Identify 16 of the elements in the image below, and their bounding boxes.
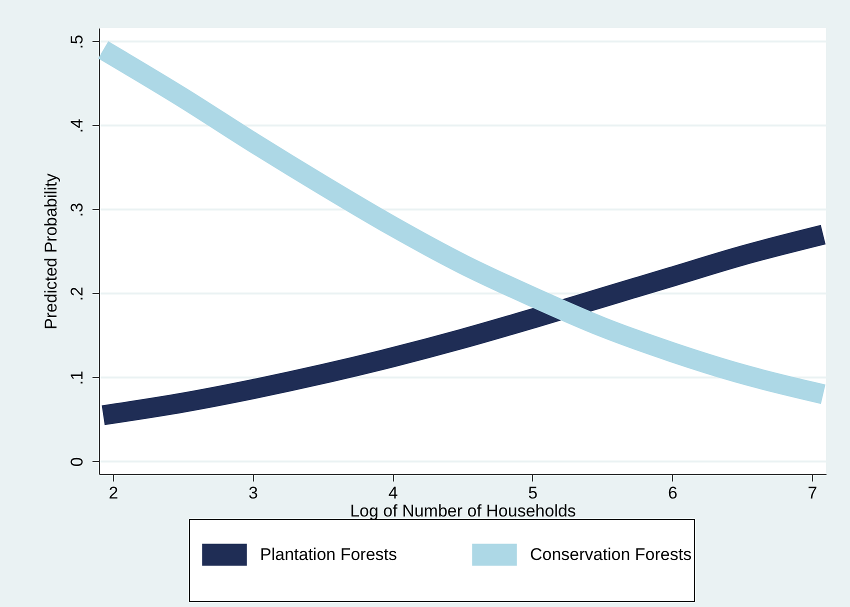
x-tick-label: 2 [108, 484, 118, 502]
x-tick-label: 6 [668, 484, 678, 502]
x-tick-label: 4 [388, 484, 398, 502]
x-tick-label: 5 [528, 484, 538, 502]
x-axis-title: Log of Number of Households [350, 502, 576, 520]
y-tick-label: .1 [68, 370, 86, 385]
y-axis-title: Predicted Probability [42, 173, 60, 330]
legend-label: Plantation Forests [260, 544, 398, 564]
y-tick-label: .5 [68, 34, 86, 50]
x-tick-label: 3 [248, 484, 258, 502]
y-tick-label: .4 [68, 118, 86, 134]
y-tick-label: .3 [68, 202, 86, 218]
y-tick-label: 0 [68, 457, 86, 467]
legend-label: Conservation Forests [530, 544, 692, 564]
y-tick-label: .2 [68, 286, 86, 302]
x-tick-label: 7 [808, 484, 818, 502]
